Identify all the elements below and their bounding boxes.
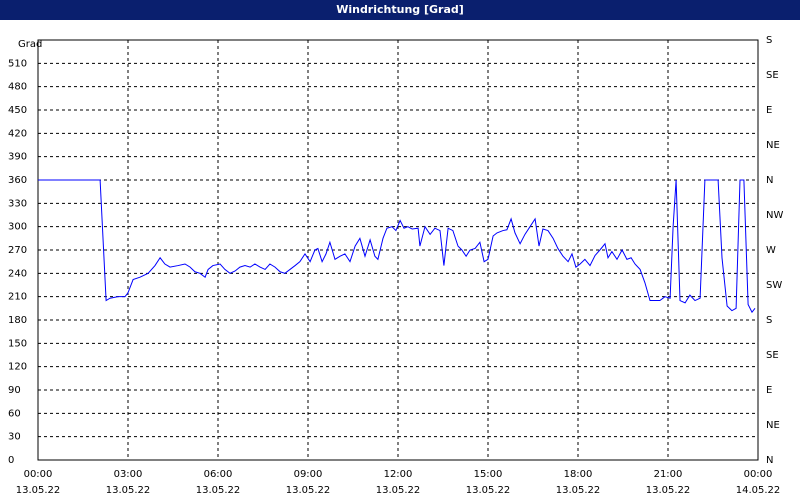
y-tick-label: 420 [8, 128, 27, 139]
x-tick-label: 12:00 [384, 469, 413, 480]
y2-tick-label: S [766, 35, 772, 46]
y-tick-label: 180 [8, 315, 27, 326]
x-tick-label: 03:00 [114, 469, 143, 480]
y-tick-label: 150 [8, 338, 27, 349]
x-tick-label: 00:00 [744, 469, 773, 480]
x-tick-date: 14.05.22 [736, 485, 781, 496]
y2-tick-label: SE [766, 70, 779, 81]
y-tick-label: 240 [8, 268, 27, 279]
x-tick-label: 21:00 [654, 469, 683, 480]
y2-tick-label: NE [766, 420, 780, 431]
y2-tick-label: W [766, 245, 776, 256]
y2-tick-label: SW [766, 280, 782, 291]
y-tick-label: 30 [8, 432, 21, 443]
x-tick-label: 09:00 [294, 469, 323, 480]
y-tick-label: 60 [8, 408, 21, 419]
x-tick-label: 00:00 [24, 469, 53, 480]
y2-tick-label: E [766, 385, 772, 396]
y-tick-label: 0 [8, 455, 14, 466]
y-tick-label: 120 [8, 362, 27, 373]
plot-frame [37, 39, 759, 461]
y2-tick-label: N [766, 455, 773, 466]
y-tick-label: 390 [8, 152, 27, 163]
chart: 0 30 60 90 120 150 180 210 240 270 300 330 360 390 420… [8, 35, 783, 496]
x-tick-date: 13.05.22 [16, 485, 61, 496]
y-tick-label: 480 [8, 82, 27, 93]
y2-tick-label: SE [766, 350, 779, 361]
y-axis-label: Grad [18, 39, 42, 50]
y-tick-label: 210 [8, 292, 27, 303]
y-tick-label: 360 [8, 175, 27, 186]
y2-tick-label: E [766, 105, 772, 116]
x-tick-label: 18:00 [564, 469, 593, 480]
y-tick-label: 270 [8, 245, 27, 256]
y2-tick-label: N [766, 175, 773, 186]
y-tick-label: 510 [8, 58, 27, 69]
y-tick-label: 330 [8, 198, 27, 209]
x-tick-label: 15:00 [474, 469, 503, 480]
x-tick-date: 13.05.22 [196, 485, 241, 496]
y2-tick-label: NW [766, 210, 783, 221]
y-tick-label: 450 [8, 105, 27, 116]
y2-tick-label: NE [766, 140, 780, 151]
x-tick-label: 06:00 [204, 469, 233, 480]
x-tick-date: 13.05.22 [106, 485, 151, 496]
x-tick-date: 13.05.22 [646, 485, 691, 496]
x-tick-date: 13.05.22 [556, 485, 601, 496]
y-tick-label: 300 [8, 222, 27, 233]
x-tick-date: 13.05.22 [466, 485, 511, 496]
y-tick-label: 90 [8, 385, 21, 396]
x-tick-date: 13.05.22 [376, 485, 421, 496]
x-tick-date: 13.05.22 [286, 485, 331, 496]
chart-title: Windrichtung [Grad] [0, 0, 800, 20]
y2-tick-label: S [766, 315, 772, 326]
data-line [38, 179, 756, 314]
